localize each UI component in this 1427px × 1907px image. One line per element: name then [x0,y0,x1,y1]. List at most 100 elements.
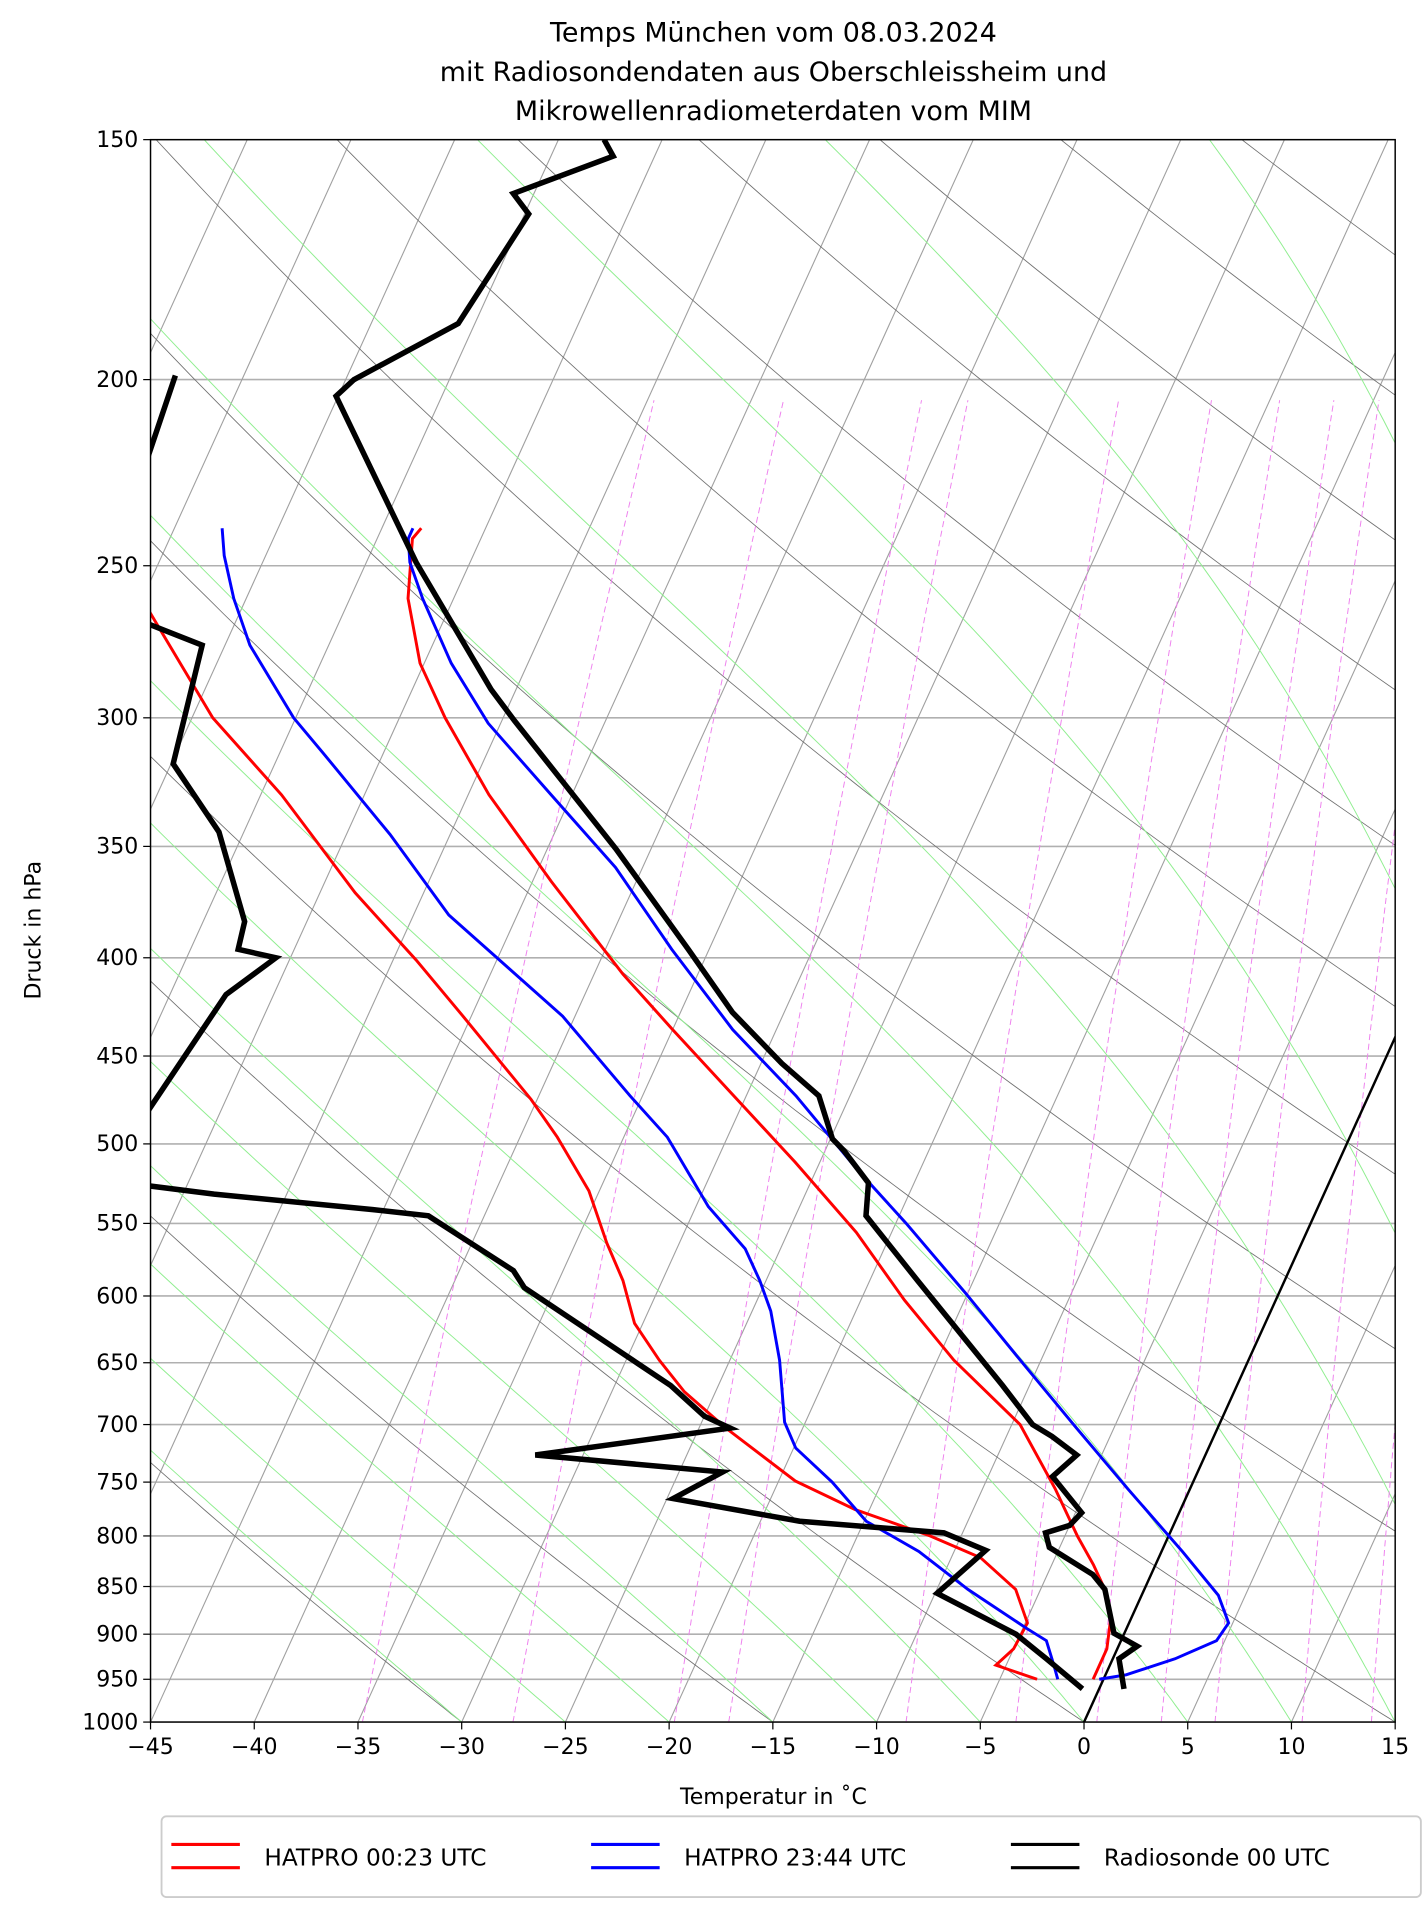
x-axis-label: Temperatur in ˚C [679,1785,867,1810]
y-tick-label: 1000 [82,1710,138,1735]
moist-adiabat-line [150,1357,566,1723]
axes: −45 −40 −35 −30 −25 −20 −15 −10 −5 0 5 10 15 150 200 25… [82,128,1409,1760]
isotherm-line [150,139,456,811]
isotherm-line [772,351,1396,1723]
moist-adiabat-line [150,680,1189,1723]
zero-degree-isotherm [1082,1034,1396,1723]
isotherm-line [150,139,560,1039]
y-axis-label: Druck in hPa [21,861,46,1000]
isotherm-line [357,139,1078,1723]
isotherm-line [1187,1264,1396,1723]
background-lines [150,139,1396,1723]
legend-label: HATPRO 00:23 UTC [264,1844,486,1871]
moist-adiabat-line [150,947,981,1723]
mixing-ratio-line [1214,400,1380,1723]
dry-adiabat-line [150,1461,463,1723]
x-tick-label: 5 [1181,1735,1195,1760]
isotherm-line [150,139,767,1496]
dry-adiabat-line [150,540,1396,1532]
legend-label: Radiosonde 00 UTC [1104,1844,1330,1871]
moist-adiabat-line [150,1263,670,1723]
hatpro-23-44-utc-dewpoint-line [220,528,1060,1680]
y-tick-label: 450 [96,1044,138,1069]
dry-adiabat-line [150,980,1085,1723]
dry-adiabat-line [155,139,1396,1175]
mixing-ratio-line [512,400,784,1723]
isotherm-line [979,807,1396,1723]
y-tick-label: 200 [96,368,138,393]
legend-item-hatpro-0023: HATPRO 00:23 UTC [171,1842,486,1871]
isotherm-line [150,139,871,1723]
chart-title-line-2: mit Radiosondendaten aus Oberschleisshei… [440,57,1107,88]
y-tick-label: 300 [96,706,138,731]
x-tick-label: 10 [1277,1735,1305,1760]
y-tick-label: 900 [96,1623,138,1648]
dry-adiabat-line [150,755,1396,1723]
x-tick-label: −40 [231,1735,277,1760]
profiles [150,139,1396,1723]
mixing-ratio-line [1015,400,1212,1723]
mixing-ratio-line [673,400,923,1723]
x-tick-label: −20 [646,1735,692,1760]
mixing-ratio-line [1370,1417,1396,1723]
mixing-ratio-line [1160,400,1335,1723]
chart-title-line-3: Mikrowellenradiometerdaten vom MIM [515,96,1032,127]
y-tick-label: 550 [96,1212,138,1237]
isotherm-line [253,139,974,1723]
y-tick-label: 350 [96,835,138,860]
legend-item-radiosonde: Radiosonde 00 UTC [1010,1842,1330,1871]
legend: HATPRO 00:23 UTC HATPRO 23:44 UTC Radios… [160,1815,1422,1899]
hatpro-23-44-utc-temperature-line [406,527,1231,1681]
moist-adiabat-line [150,1060,877,1723]
radiosonde-00-utc-temperature-line [332,139,1143,1690]
y-tick-label: 500 [96,1132,138,1157]
hatpro-00-23-utc-temperature-line [406,527,1113,1680]
y-tick-label: 150 [96,128,138,153]
dry-adiabat-line [150,1215,774,1723]
mixing-ratio-line [1301,820,1396,1723]
x-tick-label: −10 [853,1735,899,1760]
isotherm-line [461,139,1182,1723]
radiosonde-00-utc-dewpoint-line [150,374,1085,1692]
x-tick-label: 0 [1077,1735,1091,1760]
y-tick-label: 800 [96,1524,138,1549]
x-tick-label: −35 [335,1735,381,1760]
dry-adiabat-line [698,139,1396,691]
y-tick-label: 600 [96,1284,138,1309]
x-tick-label: −15 [750,1735,796,1760]
chart-title-line-1: Temps München vom 08.03.2024 [549,18,997,49]
isotherm-line [564,139,1286,1723]
isotherm-line [150,139,663,1267]
y-tick-label: 750 [96,1470,138,1495]
y-tick-label: 700 [96,1413,138,1438]
mixing-ratio-line [361,400,655,1723]
moist-adiabat-line [476,139,1396,1235]
y-tick-label: 650 [96,1351,138,1376]
hatpro-00-23-utc-dewpoint-line [150,610,1038,1681]
x-tick-label: −45 [127,1735,173,1760]
moist-adiabat-line [203,139,1396,1506]
x-tick-label: 15 [1381,1735,1409,1760]
legend-box [160,1815,1422,1899]
moist-adiabat-line [150,318,1396,1723]
moist-adiabat-line [150,1165,774,1723]
moist-adiabat-line [150,1449,463,1723]
mixing-ratio-line [728,400,969,1723]
dry-adiabat-line [517,139,1396,846]
mixing-ratio-line [905,400,1120,1723]
moist-adiabat-line [150,514,1292,1723]
dry-adiabat-line [336,139,1396,1008]
x-tick-label: −5 [964,1735,996,1760]
isotherm-line [668,139,1389,1723]
y-tick-label: 400 [96,946,138,971]
y-tick-label: 850 [96,1575,138,1600]
y-tick-label: 250 [96,554,138,579]
x-tick-label: −25 [542,1735,588,1760]
legend-label: HATPRO 23:44 UTC [684,1844,906,1871]
y-tick-label: 950 [96,1668,138,1693]
moist-adiabat-line [824,139,1396,890]
dry-adiabat-line [150,332,1396,1350]
legend-item-hatpro-2344: HATPRO 23:44 UTC [591,1842,906,1871]
